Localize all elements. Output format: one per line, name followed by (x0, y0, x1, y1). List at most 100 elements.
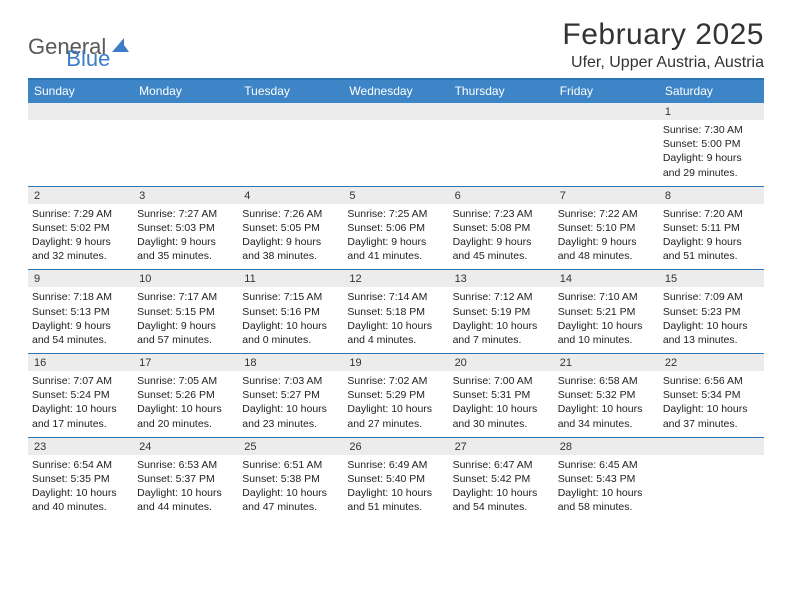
calendar-cell: 9Sunrise: 7:18 AMSunset: 5:13 PMDaylight… (28, 270, 133, 353)
day-number: 16 (28, 354, 133, 371)
sunset-text: Sunset: 5:08 PM (453, 221, 550, 235)
daylight-text: Daylight: 10 hours and 4 minutes. (347, 319, 444, 347)
calendar-cell: 6Sunrise: 7:23 AMSunset: 5:08 PMDaylight… (449, 187, 554, 270)
day-number (554, 103, 659, 120)
sunrise-text: Sunrise: 7:00 AM (453, 374, 550, 388)
sunset-text: Sunset: 5:19 PM (453, 305, 550, 319)
sunrise-text: Sunrise: 6:49 AM (347, 458, 444, 472)
daylight-text: Daylight: 10 hours and 58 minutes. (558, 486, 655, 514)
day-number: 10 (133, 270, 238, 287)
day-number: 22 (659, 354, 764, 371)
day-number (659, 438, 764, 455)
sunset-text: Sunset: 5:03 PM (137, 221, 234, 235)
day-number: 17 (133, 354, 238, 371)
daylight-text: Daylight: 9 hours and 32 minutes. (32, 235, 129, 263)
daylight-text: Daylight: 9 hours and 38 minutes. (242, 235, 339, 263)
daylight-text: Daylight: 9 hours and 54 minutes. (32, 319, 129, 347)
day-number: 2 (28, 187, 133, 204)
calendar-cell: 10Sunrise: 7:17 AMSunset: 5:15 PMDayligh… (133, 270, 238, 353)
dow-monday: Monday (133, 80, 238, 103)
day-number: 1 (659, 103, 764, 120)
calendar-cell (238, 103, 343, 186)
calendar-cell: 16 Sunrise: 7:07 AMSunset: 5:24 PMDayligh… (28, 354, 133, 437)
sunrise-text: Sunrise: 7:26 AM (242, 207, 339, 221)
sunset-text: Sunset: 5:06 PM (347, 221, 444, 235)
sunrise-text: Sunrise: 7:29 AM (32, 207, 129, 221)
sunrise-text: Sunrise: 7:25 AM (347, 207, 444, 221)
daylight-text: Daylight: 10 hours and 40 minutes. (32, 486, 129, 514)
sunrise-text: Sunrise: 7:17 AM (137, 290, 234, 304)
location: Ufer, Upper Austria, Austria (562, 54, 764, 72)
daylight-text: Daylight: 10 hours and 17 minutes. (32, 402, 129, 430)
title-block: February 2025 Ufer, Upper Austria, Austr… (562, 18, 764, 72)
calendar-cell: 4 Sunrise: 7:26 AMSunset: 5:05 PMDaylight… (238, 187, 343, 270)
daylight-text: Daylight: 10 hours and 30 minutes. (453, 402, 550, 430)
sunset-text: Sunset: 5:40 PM (347, 472, 444, 486)
calendar-cell: 13Sunrise: 7:12 AMSunset: 5:19 PMDayligh… (449, 270, 554, 353)
sunset-text: Sunset: 5:10 PM (558, 221, 655, 235)
calendar-cell: 12Sunrise: 7:14 AMSunset: 5:18 PMDayligh… (343, 270, 448, 353)
sunrise-text: Sunrise: 6:47 AM (453, 458, 550, 472)
sunrise-text: Sunrise: 7:14 AM (347, 290, 444, 304)
daylight-text: Daylight: 10 hours and 0 minutes. (242, 319, 339, 347)
day-number: 27 (449, 438, 554, 455)
calendar-cell: 2 Sunrise: 7:29 AMSunset: 5:02 PMDaylight… (28, 187, 133, 270)
daylight-text: Daylight: 9 hours and 29 minutes. (663, 151, 760, 179)
daylight-text: Daylight: 9 hours and 51 minutes. (663, 235, 760, 263)
sunset-text: Sunset: 5:24 PM (32, 388, 129, 402)
sunrise-text: Sunrise: 7:22 AM (558, 207, 655, 221)
sunset-text: Sunset: 5:02 PM (32, 221, 129, 235)
calendar-cell: 5 Sunrise: 7:25 AMSunset: 5:06 PMDaylight… (343, 187, 448, 270)
day-number: 25 (238, 438, 343, 455)
day-number: 24 (133, 438, 238, 455)
day-number: 4 (238, 187, 343, 204)
calendar-cell: 18Sunrise: 7:03 AMSunset: 5:27 PMDayligh… (238, 354, 343, 437)
calendar-week: 1Sunrise: 7:30 AMSunset: 5:00 PMDaylight… (28, 103, 764, 186)
sunrise-text: Sunrise: 7:03 AM (242, 374, 339, 388)
calendar-cell: 14Sunrise: 7:10 AMSunset: 5:21 PMDayligh… (554, 270, 659, 353)
day-number: 20 (449, 354, 554, 371)
day-number: 18 (238, 354, 343, 371)
calendar-cell: 3Sunrise: 7:27 AMSunset: 5:03 PMDaylight… (133, 187, 238, 270)
day-number: 28 (554, 438, 659, 455)
logo-text-blue: Blue (66, 46, 110, 72)
sunrise-text: Sunrise: 7:07 AM (32, 374, 129, 388)
day-number (343, 103, 448, 120)
calendar-cell: 11Sunrise: 7:15 AMSunset: 5:16 PMDayligh… (238, 270, 343, 353)
daylight-text: Daylight: 9 hours and 57 minutes. (137, 319, 234, 347)
calendar-cell (28, 103, 133, 186)
sunrise-text: Sunrise: 7:05 AM (137, 374, 234, 388)
daylight-text: Daylight: 10 hours and 47 minutes. (242, 486, 339, 514)
daylight-text: Daylight: 10 hours and 51 minutes. (347, 486, 444, 514)
day-number: 21 (554, 354, 659, 371)
sunrise-text: Sunrise: 7:30 AM (663, 123, 760, 137)
day-number: 12 (343, 270, 448, 287)
calendar: Sunday Monday Tuesday Wednesday Thursday… (28, 80, 764, 520)
day-number: 19 (343, 354, 448, 371)
calendar-cell: 8Sunrise: 7:20 AMSunset: 5:11 PMDaylight… (659, 187, 764, 270)
calendar-cell: 15Sunrise: 7:09 AMSunset: 5:23 PMDayligh… (659, 270, 764, 353)
sunset-text: Sunset: 5:32 PM (558, 388, 655, 402)
sunrise-text: Sunrise: 6:54 AM (32, 458, 129, 472)
calendar-cell (343, 103, 448, 186)
calendar-cell: 1Sunrise: 7:30 AMSunset: 5:00 PMDaylight… (659, 103, 764, 186)
sunrise-text: Sunrise: 6:58 AM (558, 374, 655, 388)
sunset-text: Sunset: 5:42 PM (453, 472, 550, 486)
sunrise-text: Sunrise: 6:51 AM (242, 458, 339, 472)
calendar-cell: 28Sunrise: 6:45 AMSunset: 5:43 PMDayligh… (554, 438, 659, 521)
sunset-text: Sunset: 5:23 PM (663, 305, 760, 319)
dow-wednesday: Wednesday (343, 80, 448, 103)
calendar-week: 9Sunrise: 7:18 AMSunset: 5:13 PMDaylight… (28, 269, 764, 353)
sunset-text: Sunset: 5:05 PM (242, 221, 339, 235)
calendar-cell (659, 438, 764, 521)
sunrise-text: Sunrise: 7:02 AM (347, 374, 444, 388)
day-number: 5 (343, 187, 448, 204)
sunrise-text: Sunrise: 7:18 AM (32, 290, 129, 304)
daylight-text: Daylight: 9 hours and 41 minutes. (347, 235, 444, 263)
sunset-text: Sunset: 5:29 PM (347, 388, 444, 402)
day-number: 8 (659, 187, 764, 204)
sunset-text: Sunset: 5:31 PM (453, 388, 550, 402)
sunset-text: Sunset: 5:16 PM (242, 305, 339, 319)
calendar-week: 23Sunrise: 6:54 AMSunset: 5:35 PMDayligh… (28, 437, 764, 521)
dow-sunday: Sunday (28, 80, 133, 103)
